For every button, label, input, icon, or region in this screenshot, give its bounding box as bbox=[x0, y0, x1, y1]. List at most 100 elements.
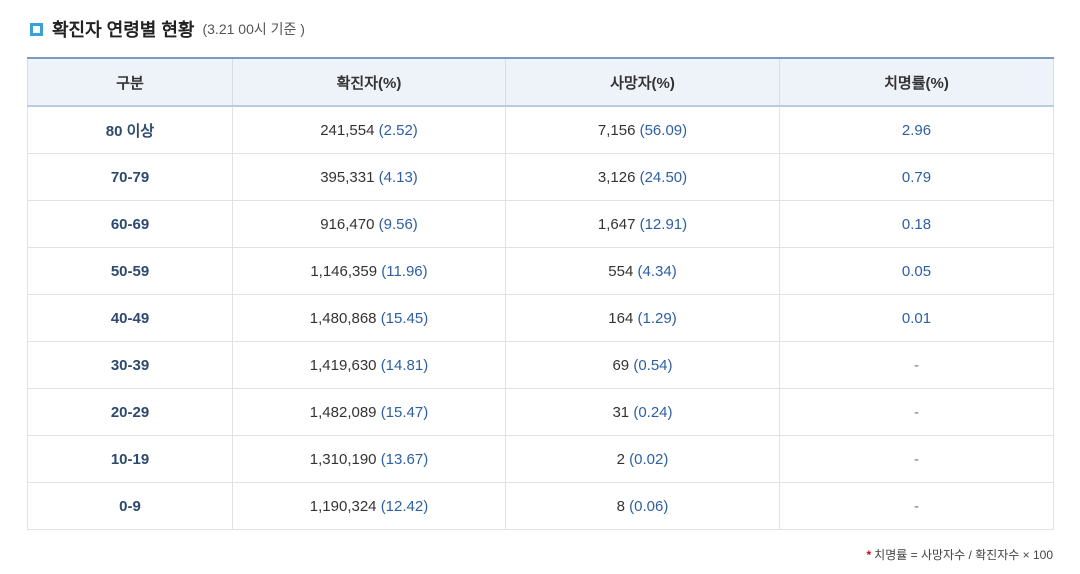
cases-percent: (14.81) bbox=[380, 356, 429, 374]
cases-percent: (4.13) bbox=[378, 168, 418, 186]
cases-value: 1,480,868 bbox=[309, 309, 377, 327]
table-row: 70-79 395,331 (4.13) 3,126 (24.50) 0.79 bbox=[27, 153, 1054, 201]
deaths-cell: 8 (0.06) bbox=[505, 482, 780, 530]
table-row: 60-69 916,470 (9.56) 1,647 (12.91) 0.18 bbox=[27, 200, 1054, 248]
fatality-rate-cell: 0.01 bbox=[779, 294, 1054, 342]
fatality-rate-cell: - bbox=[779, 388, 1054, 436]
fatality-rate-value: - bbox=[914, 450, 919, 468]
age-group-cell: 70-79 bbox=[27, 153, 233, 201]
age-group-cell: 60-69 bbox=[27, 200, 233, 248]
cases-cell: 241,554 (2.52) bbox=[232, 105, 506, 154]
header-cases: 확진자(%) bbox=[232, 58, 506, 107]
fatality-rate-value: 0.18 bbox=[901, 215, 932, 233]
deaths-value: 2 bbox=[616, 450, 625, 468]
cases-value: 1,190,324 bbox=[309, 497, 377, 515]
deaths-percent: (1.29) bbox=[637, 309, 677, 327]
fatality-rate-cell: 2.96 bbox=[779, 105, 1054, 154]
deaths-cell: 2 (0.02) bbox=[505, 435, 780, 483]
age-group-label: 40-49 bbox=[110, 309, 150, 327]
deaths-cell: 7,156 (56.09) bbox=[505, 105, 780, 154]
deaths-value: 3,126 bbox=[597, 168, 636, 186]
cases-cell: 1,310,190 (13.67) bbox=[232, 435, 506, 483]
cases-cell: 1,482,089 (15.47) bbox=[232, 388, 506, 436]
fatality-rate-value: 0.05 bbox=[901, 262, 932, 280]
square-bullet-icon bbox=[30, 22, 43, 36]
footnote-asterisk: * bbox=[866, 548, 872, 562]
deaths-percent: (12.91) bbox=[639, 215, 688, 233]
fatality-rate-value: 0.01 bbox=[901, 309, 932, 327]
footnote-text: 치명률 = 사망자수 / 확진자수 × 100 bbox=[874, 548, 1053, 562]
cases-cell: 1,190,324 (12.42) bbox=[232, 482, 506, 530]
footnote: * 치명률 = 사망자수 / 확진자수 × 100 bbox=[867, 546, 1054, 563]
deaths-value: 554 bbox=[608, 262, 634, 280]
header-deaths: 사망자(%) bbox=[505, 58, 780, 107]
age-group-cell: 0-9 bbox=[27, 482, 233, 530]
cases-percent: (2.52) bbox=[378, 121, 418, 139]
age-group-label: 60-69 bbox=[110, 215, 150, 233]
fatality-rate-cell: 0.18 bbox=[779, 200, 1054, 248]
age-group-cell: 10-19 bbox=[27, 435, 233, 483]
cases-value: 916,470 bbox=[320, 215, 375, 233]
cases-value: 1,482,089 bbox=[309, 403, 377, 421]
cases-cell: 1,480,868 (15.45) bbox=[232, 294, 506, 342]
fatality-rate-cell: - bbox=[779, 341, 1054, 389]
deaths-percent: (0.54) bbox=[633, 356, 673, 374]
table-row: 30-39 1,419,630 (14.81) 69 (0.54) - bbox=[27, 341, 1054, 389]
table-row: 20-29 1,482,089 (15.47) 31 (0.24) - bbox=[27, 388, 1054, 436]
fatality-rate-value: 2.96 bbox=[901, 121, 932, 139]
fatality-rate-value: - bbox=[914, 356, 919, 374]
deaths-percent: (56.09) bbox=[639, 121, 688, 139]
age-group-label: 10-19 bbox=[110, 450, 150, 468]
deaths-percent: (24.50) bbox=[639, 168, 688, 186]
age-group-cell: 30-39 bbox=[27, 341, 233, 389]
cases-cell: 395,331 (4.13) bbox=[232, 153, 506, 201]
age-stats-table: 구분 확진자(%) 사망자(%) 치명률(%) 80 이상 241,554 (2.… bbox=[27, 57, 1054, 530]
deaths-cell: 69 (0.54) bbox=[505, 341, 780, 389]
deaths-cell: 164 (1.29) bbox=[505, 294, 780, 342]
cases-percent: (11.96) bbox=[381, 262, 428, 280]
fatality-rate-cell: 0.79 bbox=[779, 153, 1054, 201]
age-group-cell: 20-29 bbox=[27, 388, 233, 436]
table-row: 0-9 1,190,324 (12.42) 8 (0.06) - bbox=[27, 482, 1054, 530]
header-group: 구분 bbox=[27, 58, 233, 107]
age-group-label: 70-79 bbox=[110, 168, 150, 186]
deaths-value: 7,156 bbox=[597, 121, 636, 139]
table-row: 80 이상 241,554 (2.52) 7,156 (56.09) 2.96 bbox=[27, 105, 1054, 154]
deaths-value: 31 bbox=[612, 403, 630, 421]
deaths-percent: (0.06) bbox=[629, 497, 669, 515]
cases-cell: 916,470 (9.56) bbox=[232, 200, 506, 248]
deaths-value: 164 bbox=[608, 309, 634, 327]
cases-percent: (15.45) bbox=[380, 309, 429, 327]
deaths-percent: (4.34) bbox=[637, 262, 677, 280]
deaths-cell: 3,126 (24.50) bbox=[505, 153, 780, 201]
cases-cell: 1,146,359 (11.96) bbox=[232, 247, 506, 295]
cases-percent: (12.42) bbox=[380, 497, 429, 515]
deaths-cell: 554 (4.34) bbox=[505, 247, 780, 295]
cases-value: 241,554 bbox=[320, 121, 375, 139]
table-row: 10-19 1,310,190 (13.67) 2 (0.02) - bbox=[27, 435, 1054, 483]
fatality-rate-value: 0.79 bbox=[901, 168, 932, 186]
table-row: 50-59 1,146,359 (11.96) 554 (4.34) 0.05 bbox=[27, 247, 1054, 295]
age-group-label: 0-9 bbox=[119, 497, 141, 515]
fatality-rate-value: - bbox=[914, 497, 919, 515]
table-header-row: 구분 확진자(%) 사망자(%) 치명률(%) bbox=[27, 58, 1054, 107]
table-row: 40-49 1,480,868 (15.45) 164 (1.29) 0.01 bbox=[27, 294, 1054, 342]
age-group-label: 30-39 bbox=[110, 356, 150, 374]
page-subtitle: (3.21 00시 기준 ) bbox=[202, 21, 305, 37]
fatality-rate-cell: - bbox=[779, 482, 1054, 530]
fatality-rate-value: - bbox=[914, 403, 919, 421]
cases-percent: (15.47) bbox=[380, 403, 429, 421]
cases-value: 1,310,190 bbox=[309, 450, 377, 468]
age-group-label: 20-29 bbox=[110, 403, 150, 421]
age-group-label: 80 이상 bbox=[105, 122, 155, 140]
deaths-value: 69 bbox=[612, 356, 630, 374]
header-rate: 치명률(%) bbox=[779, 58, 1054, 107]
deaths-cell: 1,647 (12.91) bbox=[505, 200, 780, 248]
cases-percent: (13.67) bbox=[380, 450, 429, 468]
age-group-cell: 50-59 bbox=[27, 247, 233, 295]
section-title: 확진자 연령별 현황 (3.21 00시 기준 ) bbox=[30, 16, 305, 42]
fatality-rate-cell: - bbox=[779, 435, 1054, 483]
page-title: 확진자 연령별 현황 bbox=[52, 20, 195, 40]
cases-value: 1,146,359 bbox=[310, 262, 378, 280]
deaths-value: 1,647 bbox=[597, 215, 636, 233]
